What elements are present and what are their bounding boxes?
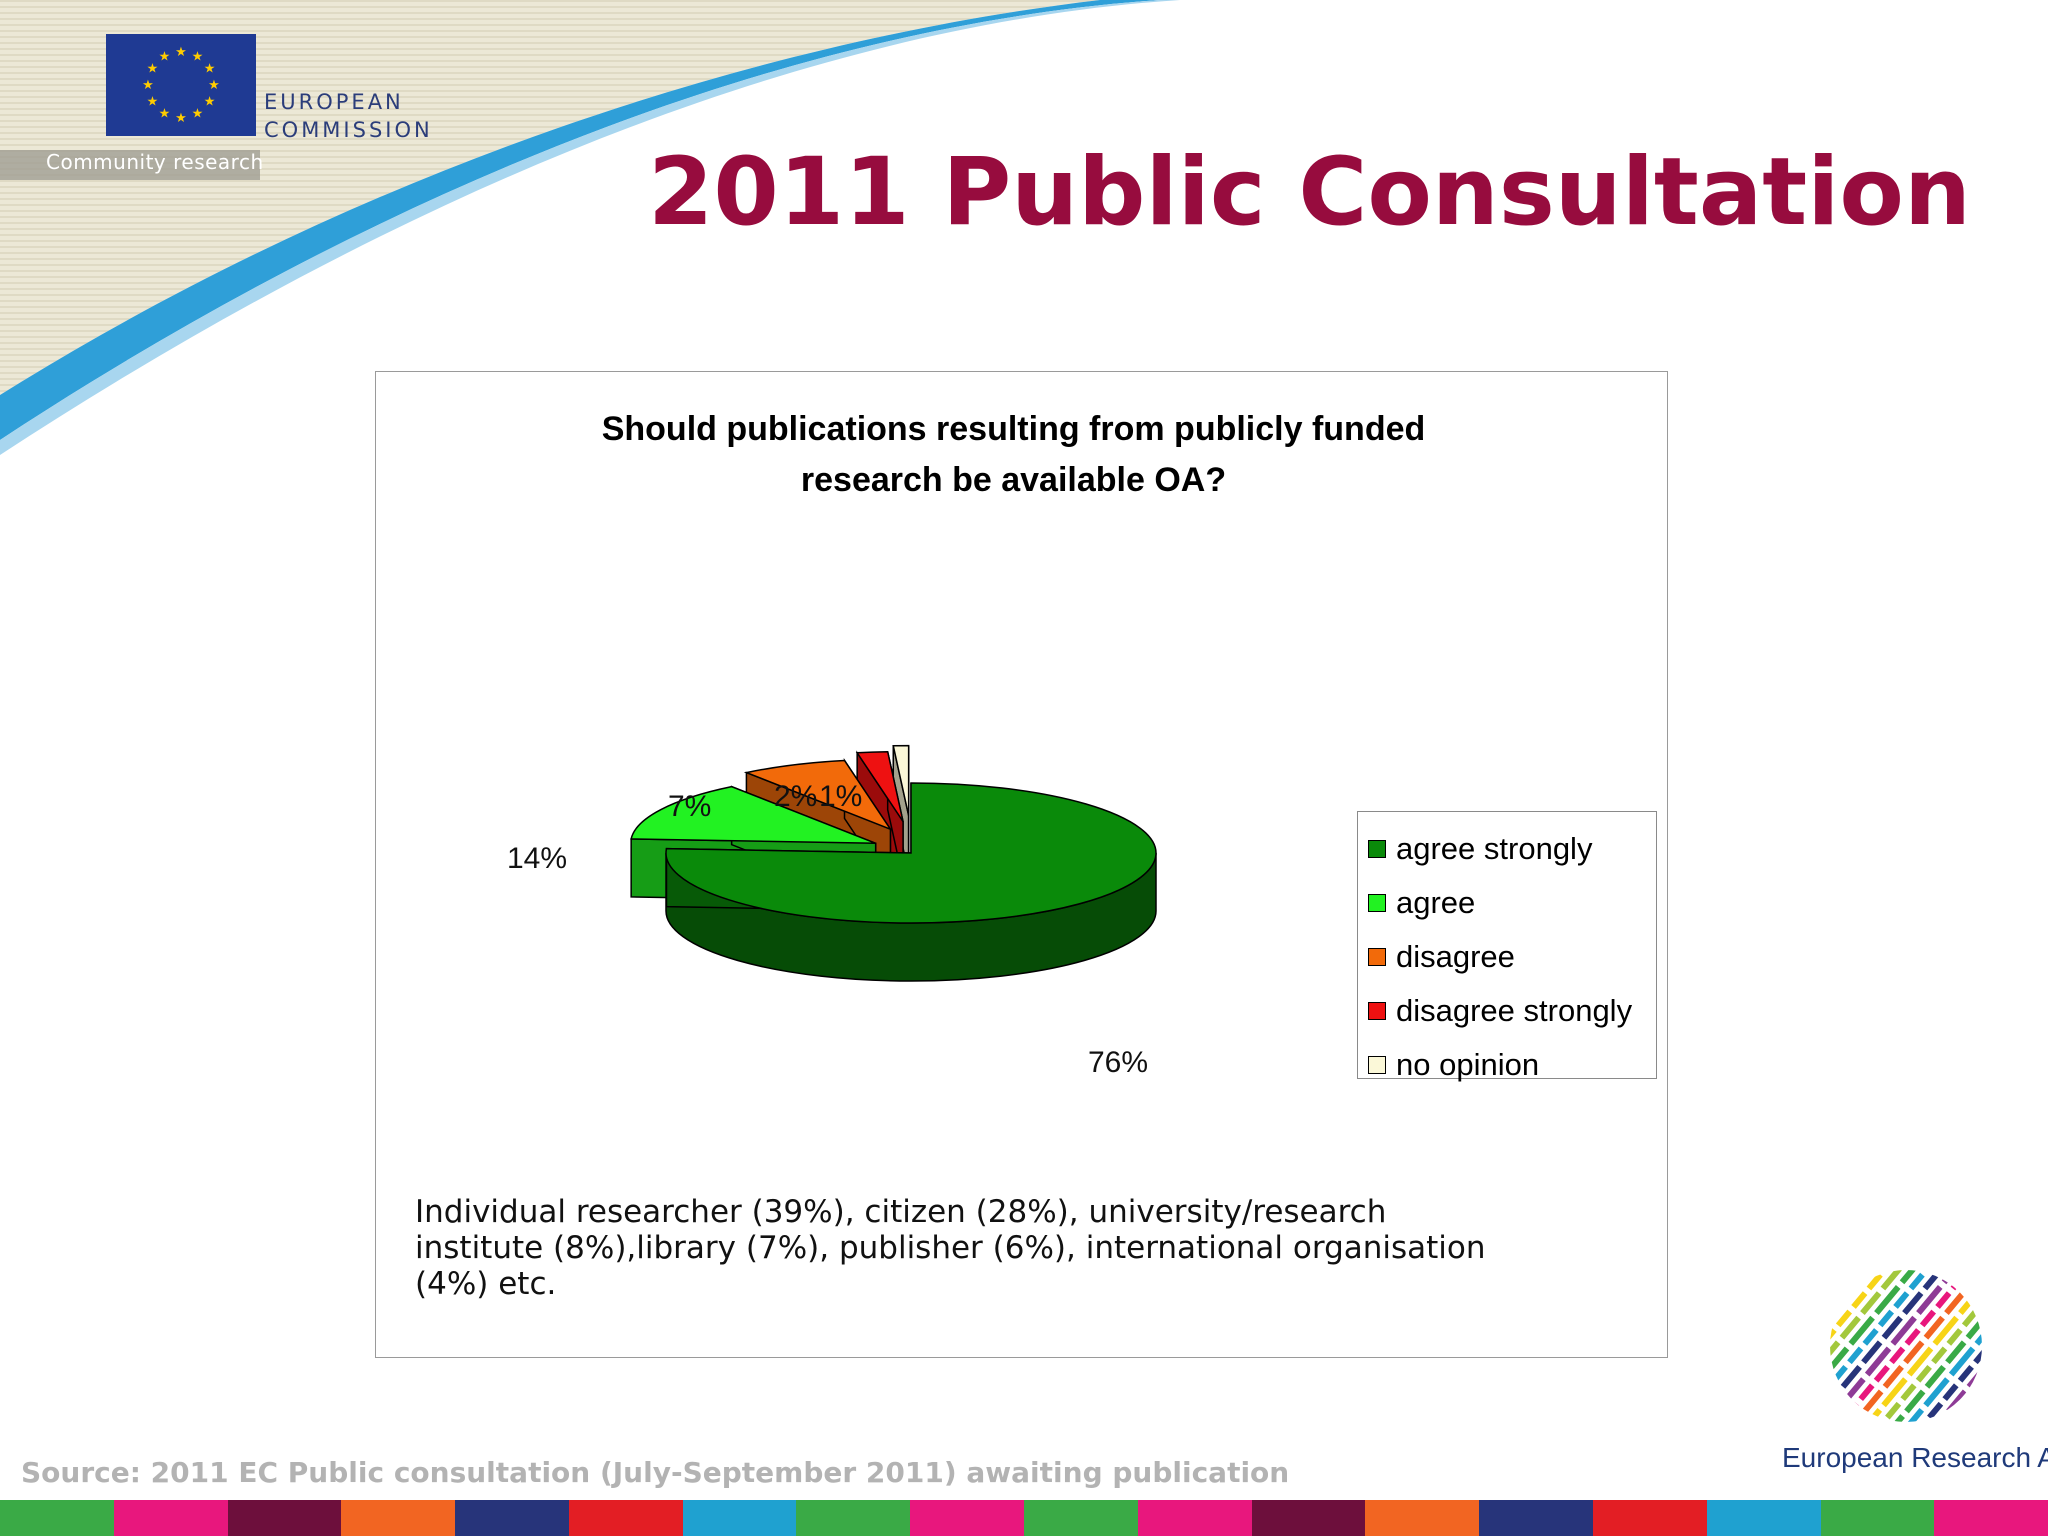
era-label: European Research Area <box>1782 1442 2048 1473</box>
chart-title-line-2: research be available OA? <box>800 461 1227 499</box>
header-band <box>0 0 1100 395</box>
stripe-segment <box>1820 1500 1935 1536</box>
legend-swatch <box>1368 1002 1386 1020</box>
note-line-2: institute (8%),library (7%), publisher (… <box>415 1230 1486 1266</box>
stripe-segment <box>1592 1500 1707 1536</box>
eu-star-icon: ★ <box>175 45 187 60</box>
chart-legend: agree strongly agree disagree disagree s… <box>1357 811 1657 1082</box>
organization-name: EUROPEAN COMMISSION <box>264 88 433 144</box>
eu-star-icon: ★ <box>192 107 204 122</box>
pie-slice-top <box>743 759 893 831</box>
chart-frame: Should publications resulting from publi… <box>375 371 1668 1358</box>
pie-slice-top <box>855 750 904 822</box>
stripe-segment <box>227 1500 342 1536</box>
era-stripe <box>1830 1270 1899 1422</box>
eu-star-icon: ★ <box>142 78 154 93</box>
stripe-segment <box>910 1500 1025 1536</box>
note-line-3: (4%) etc. <box>415 1266 557 1302</box>
data-label-agree-strongly: 76% <box>1088 1046 1149 1079</box>
pie-slices <box>630 744 1157 982</box>
stripe-segment <box>1706 1500 1821 1536</box>
stripe-segment <box>1024 1500 1138 1536</box>
era-stripe <box>1869 1270 1982 1422</box>
era-stripe <box>1883 1270 1982 1422</box>
legend-item-agree-strongly: agree strongly <box>1368 829 1592 869</box>
pie-slice-top <box>892 744 910 816</box>
chart-title-line-1: Should publications resulting from publi… <box>601 410 1426 448</box>
legend-swatch <box>1368 840 1386 858</box>
legend-label: disagree strongly <box>1396 993 1633 1028</box>
stripe-segment <box>1479 1500 1593 1536</box>
source-note: Source: 2011 EC Public consultation (Jul… <box>21 1456 1290 1489</box>
eu-star-icon: ★ <box>192 49 204 64</box>
stripe-segment <box>1365 1500 1480 1536</box>
eu-star-icon: ★ <box>204 62 216 77</box>
stripe-segment <box>113 1500 228 1536</box>
org-line-1: EUROPEAN <box>264 90 404 114</box>
stripe-segment <box>796 1500 911 1536</box>
stripe-segment <box>1137 1500 1252 1536</box>
era-stripe <box>1830 1270 1941 1422</box>
chart-title: Should publications resulting from publi… <box>376 404 1651 506</box>
era-stripe <box>1830 1270 1955 1422</box>
data-label-disagree-strongly: 2% <box>774 780 818 813</box>
data-label-disagree: 7% <box>668 790 712 823</box>
pie-chart <box>630 744 1157 982</box>
stripe-segment <box>682 1500 797 1536</box>
era-stripe <box>1911 1270 1982 1422</box>
era-stripe <box>1830 1270 1913 1422</box>
legend-label: no opinion <box>1396 1047 1540 1082</box>
note-line-1: Individual researcher (39%), citizen (28… <box>415 1194 1387 1230</box>
era-logo-icon <box>1830 1270 1982 1422</box>
eu-star-icon: ★ <box>204 95 216 110</box>
legend-label: agree <box>1396 885 1476 920</box>
eu-star-icon: ★ <box>147 62 159 77</box>
slide-title: 2011 Public Consultation <box>648 138 1971 247</box>
legend-item-disagree: disagree <box>1368 937 1515 977</box>
pie-slice-top <box>630 785 876 845</box>
legend-label: agree strongly <box>1396 831 1593 866</box>
legend-swatch <box>1368 1056 1386 1074</box>
eu-flag-logo: ★★★★★★★★★ ★ ★★ <box>106 34 256 136</box>
stripe-segment <box>1934 1500 2048 1536</box>
pie-slice-top <box>665 782 1157 924</box>
respondent-breakdown-note: Individual researcher (39%), citizen (28… <box>415 1194 1655 1302</box>
data-label-agree: 14% <box>507 842 568 875</box>
legend-item-disagree-strongly: disagree strongly <box>1368 991 1632 1031</box>
stripe-segment <box>455 1500 569 1536</box>
tagline: Community research <box>46 150 264 174</box>
legend-item-no-opinion: no opinion <box>1368 1045 1539 1085</box>
data-label-no-opinion: 1% <box>819 780 863 813</box>
legend-swatch <box>1368 948 1386 966</box>
org-line-2: COMMISSION <box>264 118 433 142</box>
stripe-segment <box>568 1500 683 1536</box>
pie-slice-agree-strongly <box>665 782 1157 982</box>
legend-swatch <box>1368 894 1386 912</box>
eu-star-icon: ★ <box>147 95 159 110</box>
eu-star-icon: ★ <box>159 49 171 64</box>
footer-color-stripe <box>0 1500 2048 1536</box>
eu-star-icon: ★ <box>208 78 220 93</box>
stripe-segment <box>1251 1500 1366 1536</box>
eu-star-icon: ★ <box>175 111 187 126</box>
legend-label: disagree <box>1396 939 1515 974</box>
stripe-segment <box>0 1500 114 1536</box>
legend-item-agree: agree <box>1368 883 1475 923</box>
stripe-segment <box>341 1500 456 1536</box>
eu-star-icon: ★ <box>159 107 171 122</box>
